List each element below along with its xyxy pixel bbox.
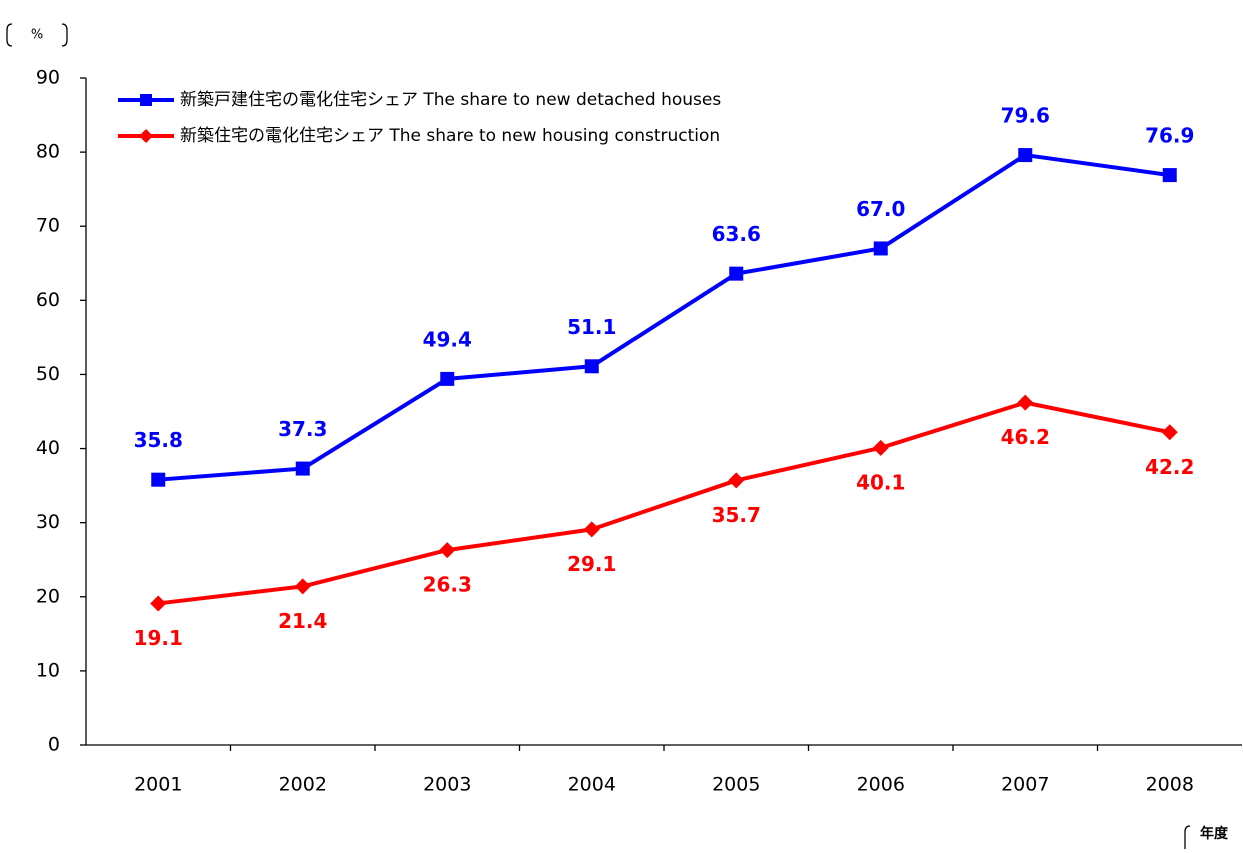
marker bbox=[139, 129, 153, 143]
marker bbox=[1161, 424, 1178, 441]
x-tick-label: 2001 bbox=[134, 774, 182, 796]
value-label: 29.1 bbox=[567, 552, 616, 576]
value-label: 42.2 bbox=[1145, 455, 1194, 479]
marker bbox=[873, 241, 888, 256]
x-unit: 年度 bbox=[1200, 825, 1229, 842]
marker bbox=[1018, 148, 1033, 163]
value-label: 37.3 bbox=[278, 417, 327, 441]
value-label: 51.1 bbox=[567, 315, 616, 339]
y-tick-label: 60 bbox=[36, 289, 60, 311]
value-label: 35.8 bbox=[134, 428, 183, 452]
value-label: 46.2 bbox=[1001, 425, 1050, 449]
marker bbox=[1162, 168, 1177, 183]
marker bbox=[439, 542, 456, 559]
marker bbox=[872, 439, 889, 456]
value-label: 21.4 bbox=[278, 609, 327, 633]
value-label: 49.4 bbox=[423, 327, 472, 351]
y-unit: % bbox=[31, 28, 43, 43]
legend-label: 新築戸建住宅の電化住宅シェア The share to new detached… bbox=[180, 90, 721, 110]
marker bbox=[294, 578, 311, 595]
x-tick-label: 2002 bbox=[279, 774, 327, 796]
marker bbox=[150, 595, 167, 612]
series-line bbox=[158, 153, 1171, 482]
y-tick-label: 80 bbox=[36, 141, 60, 163]
y-tick-label: 10 bbox=[36, 659, 60, 681]
value-label: 19.1 bbox=[134, 626, 183, 650]
marker bbox=[583, 521, 600, 538]
y-tick-label: 20 bbox=[36, 585, 60, 607]
x-tick-label: 2004 bbox=[568, 774, 616, 796]
value-label: 35.7 bbox=[712, 503, 761, 527]
value-label: 40.1 bbox=[856, 470, 905, 494]
x-tick-label: 2007 bbox=[1001, 774, 1049, 796]
y-tick-label: 90 bbox=[36, 67, 60, 89]
unit-bracket bbox=[61, 23, 68, 47]
x-tick-label: 2003 bbox=[423, 774, 471, 796]
value-label: 67.0 bbox=[856, 197, 905, 221]
value-label: 79.6 bbox=[1001, 104, 1050, 128]
y-tick-label: 70 bbox=[36, 215, 60, 237]
marker bbox=[295, 461, 310, 476]
value-label: 76.9 bbox=[1145, 124, 1194, 148]
marker bbox=[729, 266, 744, 281]
value-label: 63.6 bbox=[712, 222, 761, 246]
marker bbox=[584, 359, 599, 374]
y-tick-label: 30 bbox=[36, 511, 60, 533]
marker bbox=[440, 371, 455, 386]
marker bbox=[151, 472, 166, 487]
value-label: 26.3 bbox=[423, 573, 472, 597]
y-tick-label: 50 bbox=[36, 363, 60, 385]
y-tick-label: 0 bbox=[48, 734, 60, 756]
unit-bracket bbox=[6, 23, 13, 47]
x-tick-label: 2006 bbox=[857, 774, 905, 796]
legend-label: 新築住宅の電化住宅シェア The share to new housing co… bbox=[180, 126, 720, 146]
marker bbox=[1017, 394, 1034, 411]
series-line bbox=[158, 400, 1171, 606]
y-tick-label: 40 bbox=[36, 437, 60, 459]
unit-bracket bbox=[1184, 825, 1191, 849]
marker bbox=[140, 94, 152, 106]
x-tick-label: 2008 bbox=[1146, 774, 1194, 796]
x-tick-label: 2005 bbox=[712, 774, 760, 796]
marker bbox=[728, 472, 745, 489]
